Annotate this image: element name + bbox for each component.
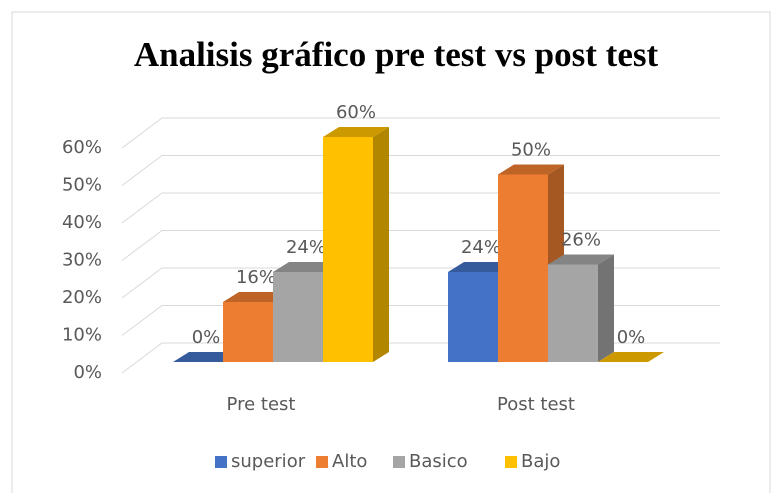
y-tick-label: 40% xyxy=(62,212,102,233)
data-label: 26% xyxy=(561,230,601,251)
bar-top xyxy=(448,262,514,272)
x-tick-label: Pre test xyxy=(227,394,296,415)
data-label: 0% xyxy=(192,327,221,348)
y-tick-label: 20% xyxy=(62,287,102,308)
bar xyxy=(448,272,498,362)
data-label: 60% xyxy=(336,102,376,123)
grid-line xyxy=(121,117,720,149)
bar-top xyxy=(548,254,614,265)
bar-top xyxy=(498,164,564,175)
legend-swatch xyxy=(316,456,328,468)
legend-swatch xyxy=(505,456,517,468)
bar xyxy=(548,264,598,362)
data-label: 50% xyxy=(511,140,551,161)
chart-border xyxy=(11,11,771,493)
chart-title: Analisis gráfico pre test vs post test xyxy=(134,35,659,74)
bar-side xyxy=(598,254,614,362)
y-tick-label: 60% xyxy=(62,137,102,158)
bar-top xyxy=(173,352,239,362)
data-label: 0% xyxy=(617,327,646,348)
bar xyxy=(498,174,548,362)
bar-top xyxy=(273,262,339,272)
legend-label: Bajo xyxy=(521,451,560,472)
legend-swatch xyxy=(393,456,405,468)
grid-line xyxy=(121,155,720,186)
y-tick-label: 50% xyxy=(62,175,102,196)
y-tick-label: 30% xyxy=(62,250,102,271)
bar xyxy=(273,272,323,362)
legend-label: Basico xyxy=(409,451,468,472)
legend-swatch xyxy=(215,456,227,468)
x-tick-label: Post test xyxy=(497,394,575,415)
data-label: 16% xyxy=(236,267,276,288)
legend-label: Alto xyxy=(332,451,367,472)
bar xyxy=(323,137,373,362)
bar-top xyxy=(598,352,664,362)
y-tick-label: 10% xyxy=(62,325,102,346)
bar-top xyxy=(223,292,289,302)
bar-side xyxy=(373,127,389,362)
bar-top xyxy=(323,127,389,137)
y-tick-label: 0% xyxy=(73,362,102,383)
data-label: 24% xyxy=(461,237,501,258)
bar xyxy=(223,302,273,362)
data-label: 24% xyxy=(286,237,326,258)
legend-label: superior xyxy=(231,451,306,472)
